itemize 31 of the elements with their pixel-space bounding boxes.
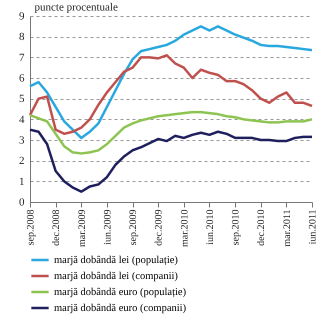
x-tick-label: dec.2008 xyxy=(51,210,62,246)
x-tick-label: mar.2010 xyxy=(179,210,190,247)
x-tick-label: mar.2009 xyxy=(76,210,88,247)
x-tick-label: iun.2011 xyxy=(308,210,318,244)
legend-label: marjă dobândă lei (companii) xyxy=(54,271,178,282)
y-tick-label: 1 xyxy=(19,176,24,188)
line-series xyxy=(28,110,314,155)
y-tick-label: 9 xyxy=(19,10,25,22)
legend-label: marjă dobândă euro (populație) xyxy=(54,287,187,298)
legend-label: marjă dobândă euro (companii) xyxy=(54,303,187,314)
y-tick-label: 0 xyxy=(19,196,25,208)
y-tick-label: 5 xyxy=(19,93,25,106)
legend-label: marjă dobândă lei (populație) xyxy=(54,255,178,266)
y-tick-label: 3 xyxy=(19,134,25,146)
y-tick-label: 7 xyxy=(19,52,25,64)
line-series xyxy=(28,128,314,193)
y-axis-title: puncte procentuale xyxy=(34,2,118,14)
x-tick-label: sep.2008 xyxy=(26,210,36,246)
y-tick-label: 8 xyxy=(19,31,25,44)
y-tick-label: 2 xyxy=(19,155,24,168)
x-tick-label: sep.2009 xyxy=(128,210,140,246)
x-tick-label: dec.2010 xyxy=(256,210,268,246)
y-tick-label: 4 xyxy=(19,114,25,126)
line-series xyxy=(28,54,314,136)
x-tick-label: mar.2011 xyxy=(282,210,293,247)
line-series xyxy=(28,25,314,140)
x-tick-label: iun.2009 xyxy=(102,210,114,245)
y-tick-label: 6 xyxy=(19,72,25,84)
x-tick-label: sep.2010 xyxy=(230,210,242,246)
x-tick-label: dec.2009 xyxy=(154,210,165,246)
x-tick-label: iun.2010 xyxy=(204,210,216,245)
